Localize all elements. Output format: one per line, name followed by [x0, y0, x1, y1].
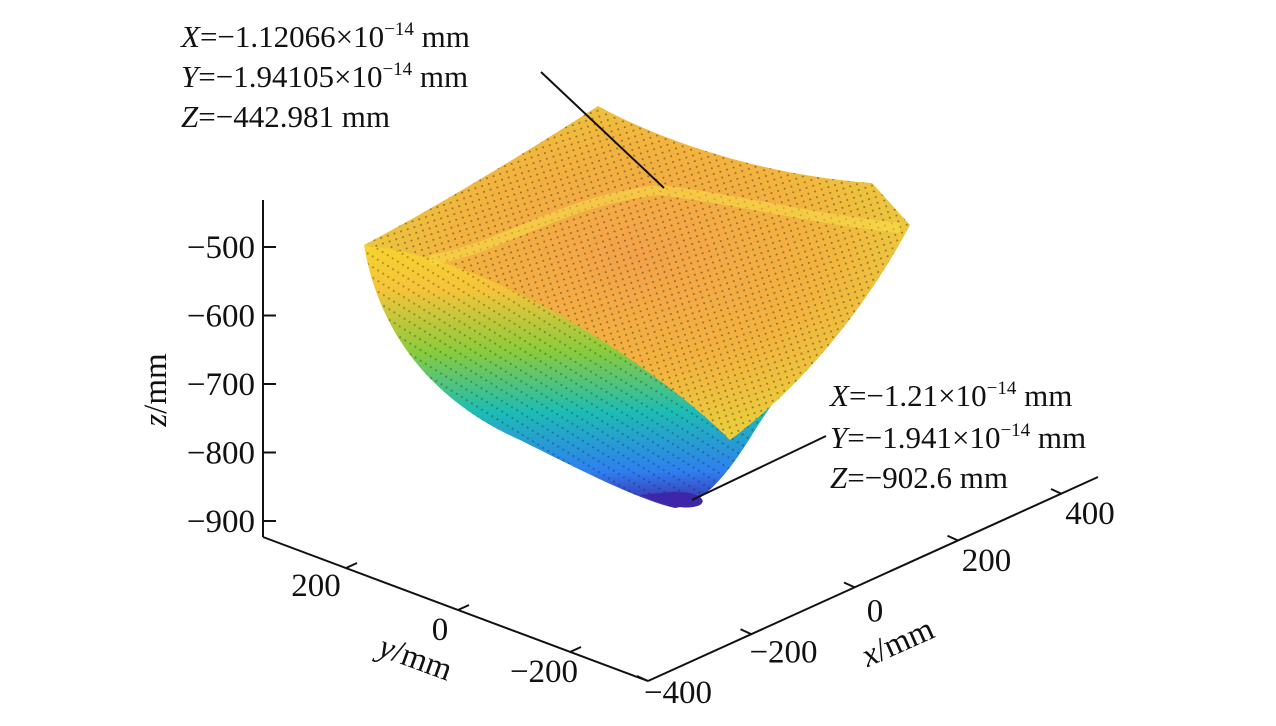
annotation-min-z: Z=−902.6 mm	[830, 460, 1008, 495]
annotation-min-x-value: =−1.21×10	[849, 378, 987, 413]
annotation-max-y-value: =−1.94105×10	[198, 59, 382, 94]
surface-bottom	[640, 491, 703, 508]
z-tick-label: −500	[187, 230, 255, 266]
annotation-min-y: Y=−1.941×10−14 mm	[830, 420, 1086, 455]
x-tick-label: 0	[867, 594, 884, 630]
annotation-min-y-var: Y	[830, 420, 850, 455]
y-tick-mark	[345, 562, 358, 569]
z-ticks: −500 −600 −700 −800 −900	[187, 230, 276, 540]
x-tick-mark	[740, 628, 752, 636]
annotation-max-y: Y=−1.94105×10−14 mm	[181, 59, 468, 94]
surface-ridge	[429, 184, 901, 265]
z-axis-label-unit: /mm	[138, 353, 174, 414]
annotation-max-y-var: Y	[181, 59, 201, 94]
annotation-max-x-var: X	[179, 19, 201, 54]
z-tick-label: −900	[187, 504, 255, 540]
z-axis-label: z/mm	[138, 353, 174, 428]
annotation-min-y-value: =−1.941×10	[847, 420, 1000, 455]
annotation-max-z: Z=−442.981 mm	[181, 99, 390, 134]
annotation-max-y-exp: −14	[382, 59, 412, 80]
z-axis-label-var: z	[138, 414, 174, 428]
y-ticks: 200 0 −200	[291, 562, 582, 690]
annotation-min-x-exp: −14	[987, 378, 1017, 399]
annotation-min: X=−1.21×10−14 mm Y=−1.941×10−14 mm Z=−90…	[828, 378, 1086, 495]
surface	[364, 106, 910, 508]
x-tick-mark	[947, 534, 959, 542]
z-tick-label: −700	[187, 367, 255, 403]
x-ticks: −400 −200 0 200 400	[636, 488, 1115, 711]
annotation-min-y-exp: −14	[1000, 420, 1030, 441]
x-tick-mark	[1050, 488, 1063, 495]
x-tick-mark	[636, 675, 649, 682]
annotation-max: X=−1.12066×10−14 mm Y=−1.94105×10−14 mm …	[179, 19, 470, 134]
x-axis-line	[647, 476, 1099, 682]
z-tick-label: −800	[187, 436, 255, 472]
annotation-max-x-exp: −14	[384, 19, 414, 40]
annotation-min-x: X=−1.21×10−14 mm	[828, 378, 1072, 413]
annotation-max-z-value: =−442.981 mm	[198, 99, 390, 134]
annotation-min-x-var: X	[828, 378, 850, 413]
x-tick-label: 200	[962, 543, 1012, 579]
y-tick-mark	[569, 646, 582, 653]
y-tick-mark	[457, 604, 470, 611]
y-tick-label: 200	[291, 568, 341, 604]
annotation-max-y-unit: mm	[412, 59, 468, 94]
x-tick-mark	[843, 581, 856, 589]
x-tick-label: −200	[749, 634, 817, 670]
x-tick-label: −400	[644, 675, 712, 711]
annotation-leader-top	[540, 71, 665, 189]
annotation-min-x-unit: mm	[1016, 378, 1072, 413]
annotation-max-x-unit: mm	[414, 19, 470, 54]
annotation-min-y-unit: mm	[1030, 420, 1086, 455]
y-axis-line	[262, 536, 649, 682]
y-tick-label: −200	[510, 654, 578, 690]
annotation-max-z-var: Z	[181, 99, 199, 134]
z-tick-label: −600	[187, 299, 255, 335]
y-tick-label: 0	[432, 612, 449, 648]
surface-top-dots	[364, 106, 910, 440]
axes-frame	[262, 200, 1099, 682]
annotation-leader-bottom	[691, 435, 827, 501]
annotation-min-z-value: =−902.6 mm	[847, 460, 1008, 495]
annotation-min-z-var: Z	[830, 460, 848, 495]
annotation-max-x-value: =−1.12066×10	[200, 19, 384, 54]
x-tick-label: 400	[1065, 496, 1115, 532]
annotation-max-x: X=−1.12066×10−14 mm	[179, 19, 470, 54]
